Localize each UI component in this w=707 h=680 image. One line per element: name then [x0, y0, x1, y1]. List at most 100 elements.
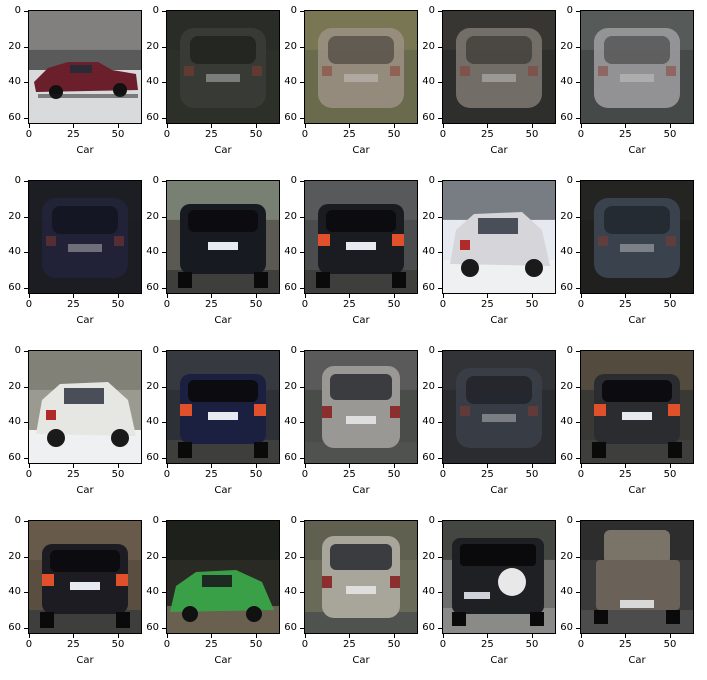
y-tick-label: 20 — [560, 40, 573, 52]
image-caption: Car — [628, 145, 646, 156]
x-tick-label: 0 — [25, 299, 33, 310]
y-tick-mark — [438, 457, 442, 459]
y-tick-mark — [438, 386, 442, 388]
x-tick-label: 25 — [205, 639, 218, 650]
y-tick-label: 60 — [422, 621, 435, 633]
y-tick-mark — [438, 422, 442, 424]
y-tick-mark — [438, 287, 442, 289]
y-tick-label: 0 — [14, 4, 21, 16]
x-tick-mark — [393, 634, 395, 638]
y-tick-mark — [576, 520, 580, 522]
x-tick-label: 50 — [525, 299, 539, 310]
y-tick-label: 0 — [428, 514, 435, 526]
y-tick-label: 60 — [146, 451, 159, 463]
y-tick-mark — [24, 46, 28, 48]
x-tick-label: 50 — [249, 129, 263, 140]
car-image-panel: 0 20 40 60 0 25 50 Car — [422, 175, 582, 340]
car-image — [580, 180, 694, 294]
x-tick-mark — [487, 634, 489, 638]
y-tick-mark — [162, 520, 166, 522]
car-image — [442, 180, 556, 294]
y-tick-label: 20 — [560, 210, 573, 222]
y-tick-mark — [162, 556, 166, 558]
y-tick-mark — [438, 350, 442, 352]
y-tick-mark — [300, 457, 304, 459]
y-tick-label: 0 — [14, 174, 21, 186]
y-tick-mark — [576, 627, 580, 629]
y-tick-label: 20 — [284, 40, 297, 52]
x-tick-mark — [304, 634, 306, 638]
y-tick-mark — [24, 627, 28, 629]
x-tick-mark — [166, 464, 168, 468]
y-tick-mark — [438, 216, 442, 218]
x-tick-label: 0 — [301, 469, 309, 480]
x-tick-mark — [166, 634, 168, 638]
x-tick-mark — [580, 634, 582, 638]
y-tick-mark — [576, 287, 580, 289]
x-tick-mark — [304, 464, 306, 468]
x-tick-mark — [625, 124, 627, 128]
car-image — [166, 350, 280, 464]
x-tick-mark — [487, 464, 489, 468]
y-tick-label: 60 — [560, 451, 573, 463]
y-tick-mark — [438, 627, 442, 629]
y-tick-mark — [300, 422, 304, 424]
x-tick-mark — [625, 294, 627, 298]
car-image — [442, 350, 556, 464]
car-image — [166, 10, 280, 124]
y-tick-mark — [300, 46, 304, 48]
x-tick-mark — [531, 124, 533, 128]
y-tick-label: 60 — [146, 281, 159, 293]
x-tick-mark — [580, 294, 582, 298]
x-tick-mark — [28, 294, 30, 298]
x-tick-mark — [669, 124, 671, 128]
x-tick-label: 50 — [663, 639, 677, 650]
y-tick-label: 0 — [566, 174, 573, 186]
x-tick-label: 25 — [343, 639, 356, 650]
x-tick-label: 0 — [163, 639, 171, 650]
y-tick-label: 20 — [560, 380, 573, 392]
x-tick-label: 25 — [205, 469, 218, 480]
x-tick-mark — [625, 464, 627, 468]
car-image-panel: 0 20 40 60 0 25 50 Car — [422, 345, 582, 510]
x-tick-label: 50 — [663, 469, 677, 480]
y-tick-label: 0 — [566, 4, 573, 16]
x-tick-label: 25 — [67, 129, 80, 140]
car-image — [580, 350, 694, 464]
car-image — [28, 10, 142, 124]
y-tick-label: 0 — [428, 174, 435, 186]
image-caption: Car — [76, 485, 94, 496]
car-image-panel: 0 20 40 60 0 25 50 Car — [146, 175, 306, 340]
x-tick-label: 0 — [25, 639, 33, 650]
y-tick-label: 40 — [560, 76, 573, 88]
x-tick-mark — [349, 634, 351, 638]
y-tick-label: 0 — [566, 344, 573, 356]
car-image-panel: 0 20 40 60 0 25 50 Car — [146, 5, 306, 170]
image-caption: Car — [76, 655, 94, 666]
x-tick-mark — [669, 464, 671, 468]
car-image-panel: 0 20 40 60 0 25 50 Car — [284, 5, 444, 170]
y-tick-label: 20 — [284, 550, 297, 562]
car-image-panel: 0 20 40 60 0 25 50 Car — [422, 5, 582, 170]
x-tick-label: 0 — [439, 639, 447, 650]
x-tick-mark — [255, 294, 257, 298]
x-tick-label: 25 — [619, 129, 632, 140]
y-tick-mark — [576, 350, 580, 352]
image-caption: Car — [352, 315, 370, 326]
y-tick-mark — [576, 592, 580, 594]
x-tick-mark — [442, 464, 444, 468]
car-image-panel: 0 20 40 60 0 25 50 Car — [560, 175, 707, 340]
x-tick-mark — [117, 464, 119, 468]
x-tick-label: 25 — [481, 639, 494, 650]
x-tick-label: 0 — [439, 299, 447, 310]
x-tick-label: 25 — [619, 299, 632, 310]
y-tick-label: 20 — [8, 40, 21, 52]
y-tick-mark — [24, 520, 28, 522]
x-tick-label: 0 — [25, 129, 33, 140]
x-tick-mark — [531, 464, 533, 468]
y-tick-label: 20 — [422, 40, 435, 52]
x-tick-mark — [73, 124, 75, 128]
y-tick-label: 40 — [560, 246, 573, 258]
y-tick-mark — [438, 82, 442, 84]
y-tick-label: 20 — [146, 550, 159, 562]
